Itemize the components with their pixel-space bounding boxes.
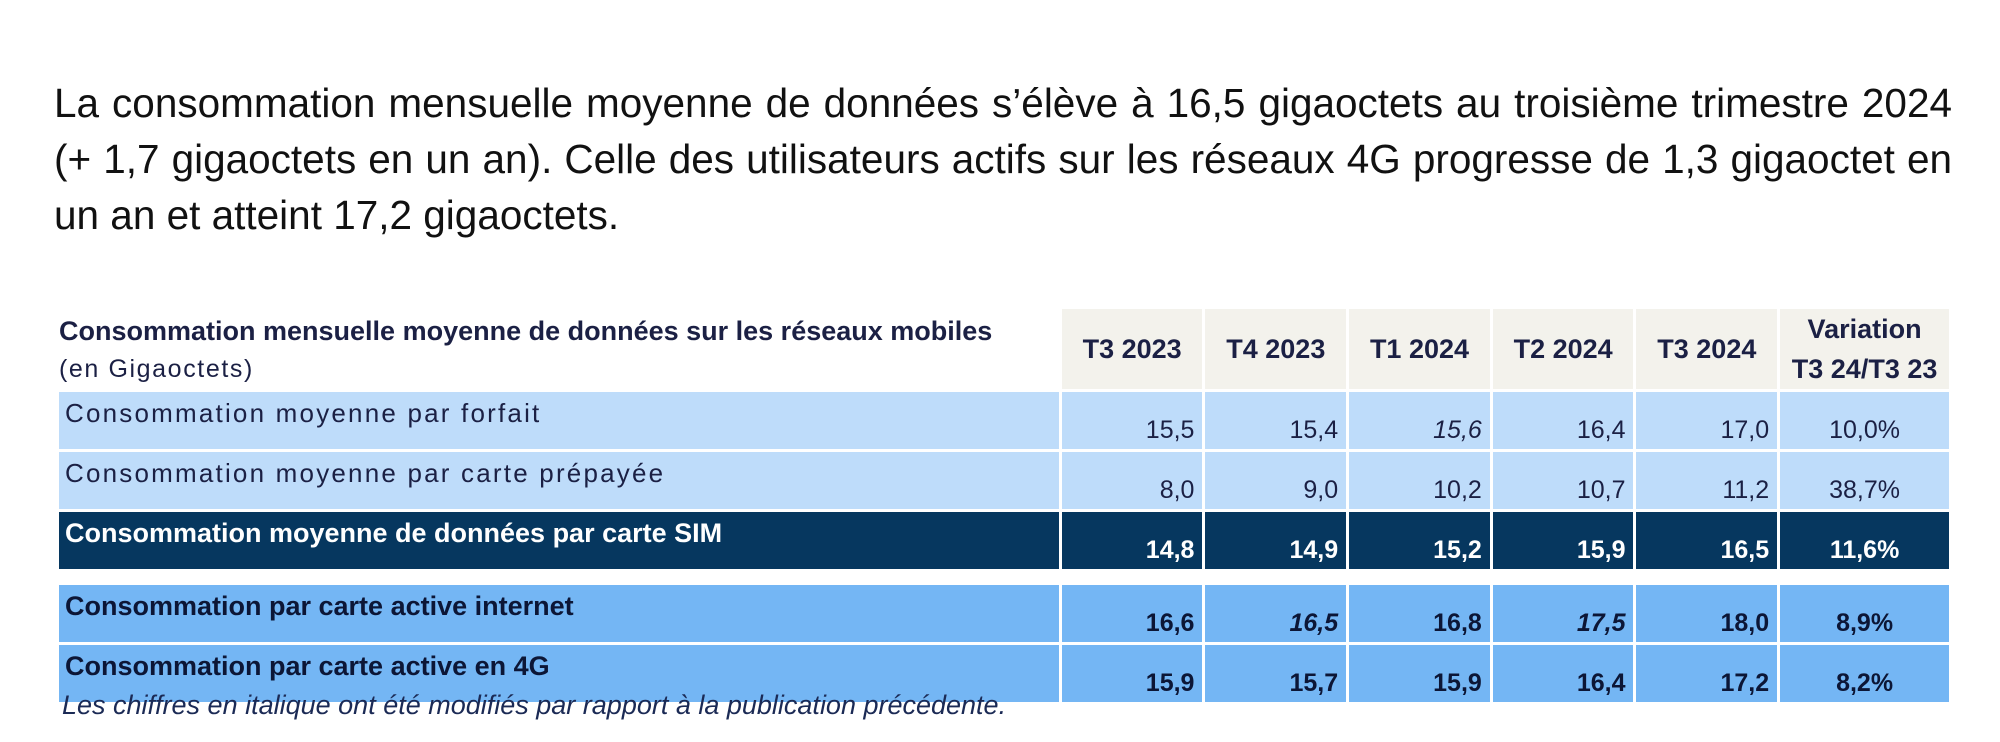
cell-value: 15,4 bbox=[1205, 392, 1347, 449]
table-row-prepayee: Consommation moyenne par carte prépayée … bbox=[59, 452, 1949, 509]
cell-value: 15,9 bbox=[1349, 645, 1490, 702]
cell-value: 14,9 bbox=[1205, 512, 1347, 569]
cell-value: 15,9 bbox=[1492, 512, 1634, 569]
cell-value: 14,8 bbox=[1061, 512, 1203, 569]
cell-value: 9,0 bbox=[1205, 452, 1347, 509]
cell-value: 17,0 bbox=[1636, 392, 1778, 449]
cell-value: 18,0 bbox=[1636, 585, 1778, 642]
cell-value: 15,2 bbox=[1349, 512, 1490, 569]
cell-value: 15,7 bbox=[1205, 645, 1347, 702]
cell-variation: 38,7% bbox=[1780, 452, 1949, 509]
row-label: Consommation par carte active internet bbox=[59, 585, 1059, 642]
table-unit: (en Gigaoctets) bbox=[59, 355, 254, 383]
variation-header: Variation T3 24/T3 23 bbox=[1780, 309, 1949, 389]
cell-value: 8,0 bbox=[1061, 452, 1203, 509]
cell-value: 16,4 bbox=[1492, 645, 1634, 702]
row-label: Consommation moyenne de données par cart… bbox=[59, 512, 1059, 569]
spacer-cell bbox=[59, 572, 1949, 582]
cell-value: 16,5 bbox=[1205, 585, 1347, 642]
data-consumption-table: Consommation mensuelle moyenne de donnée… bbox=[56, 306, 1952, 705]
row-label: Consommation par carte active en 4G bbox=[59, 645, 1059, 702]
table-header-row: Consommation mensuelle moyenne de donnée… bbox=[59, 309, 1949, 389]
column-header: T2 2024 bbox=[1492, 309, 1634, 389]
intro-paragraph: La consommation mensuelle moyenne de don… bbox=[54, 79, 1952, 238]
column-header: T1 2024 bbox=[1349, 309, 1490, 389]
table-spacer bbox=[59, 572, 1949, 582]
cell-value: 16,5 bbox=[1636, 512, 1778, 569]
cell-value: 15,5 bbox=[1061, 392, 1203, 449]
cell-value: 10,7 bbox=[1492, 452, 1634, 509]
column-header: T3 2023 bbox=[1061, 309, 1203, 389]
table-row-carte-sim: Consommation moyenne de données par cart… bbox=[59, 512, 1949, 569]
cell-value: 16,8 bbox=[1349, 585, 1490, 642]
cell-value: 10,2 bbox=[1349, 452, 1490, 509]
cell-value: 11,2 bbox=[1636, 452, 1778, 509]
table-row-active-internet: Consommation par carte active internet 1… bbox=[59, 585, 1949, 642]
cell-variation: 11,6% bbox=[1780, 512, 1949, 569]
cell-value: 17,5 bbox=[1492, 585, 1634, 642]
variation-header-line1: Variation bbox=[1807, 314, 1922, 344]
cell-variation: 10,0% bbox=[1780, 392, 1949, 449]
table-title-cell: Consommation mensuelle moyenne de donnée… bbox=[59, 309, 1059, 389]
column-header: T3 2024 bbox=[1636, 309, 1778, 389]
cell-value: 16,4 bbox=[1492, 392, 1634, 449]
cell-value: 15,9 bbox=[1061, 645, 1203, 702]
row-label: Consommation moyenne par forfait bbox=[59, 392, 1059, 449]
cell-value: 17,2 bbox=[1636, 645, 1778, 702]
cell-variation: 8,2% bbox=[1780, 645, 1949, 702]
cell-value: 16,6 bbox=[1061, 585, 1203, 642]
variation-header-line2: T3 24/T3 23 bbox=[1791, 354, 1938, 384]
cell-variation: 8,9% bbox=[1780, 585, 1949, 642]
row-label: Consommation moyenne par carte prépayée bbox=[59, 452, 1059, 509]
table-title: Consommation mensuelle moyenne de donnée… bbox=[59, 316, 993, 346]
column-header: T4 2023 bbox=[1205, 309, 1347, 389]
cell-value: 15,6 bbox=[1349, 392, 1490, 449]
table-row-active-4g: Consommation par carte active en 4G 15,9… bbox=[59, 645, 1949, 702]
table-row-forfait: Consommation moyenne par forfait 15,5 15… bbox=[59, 392, 1949, 449]
footnote: Les chiffres en italique ont été modifié… bbox=[62, 690, 1007, 720]
